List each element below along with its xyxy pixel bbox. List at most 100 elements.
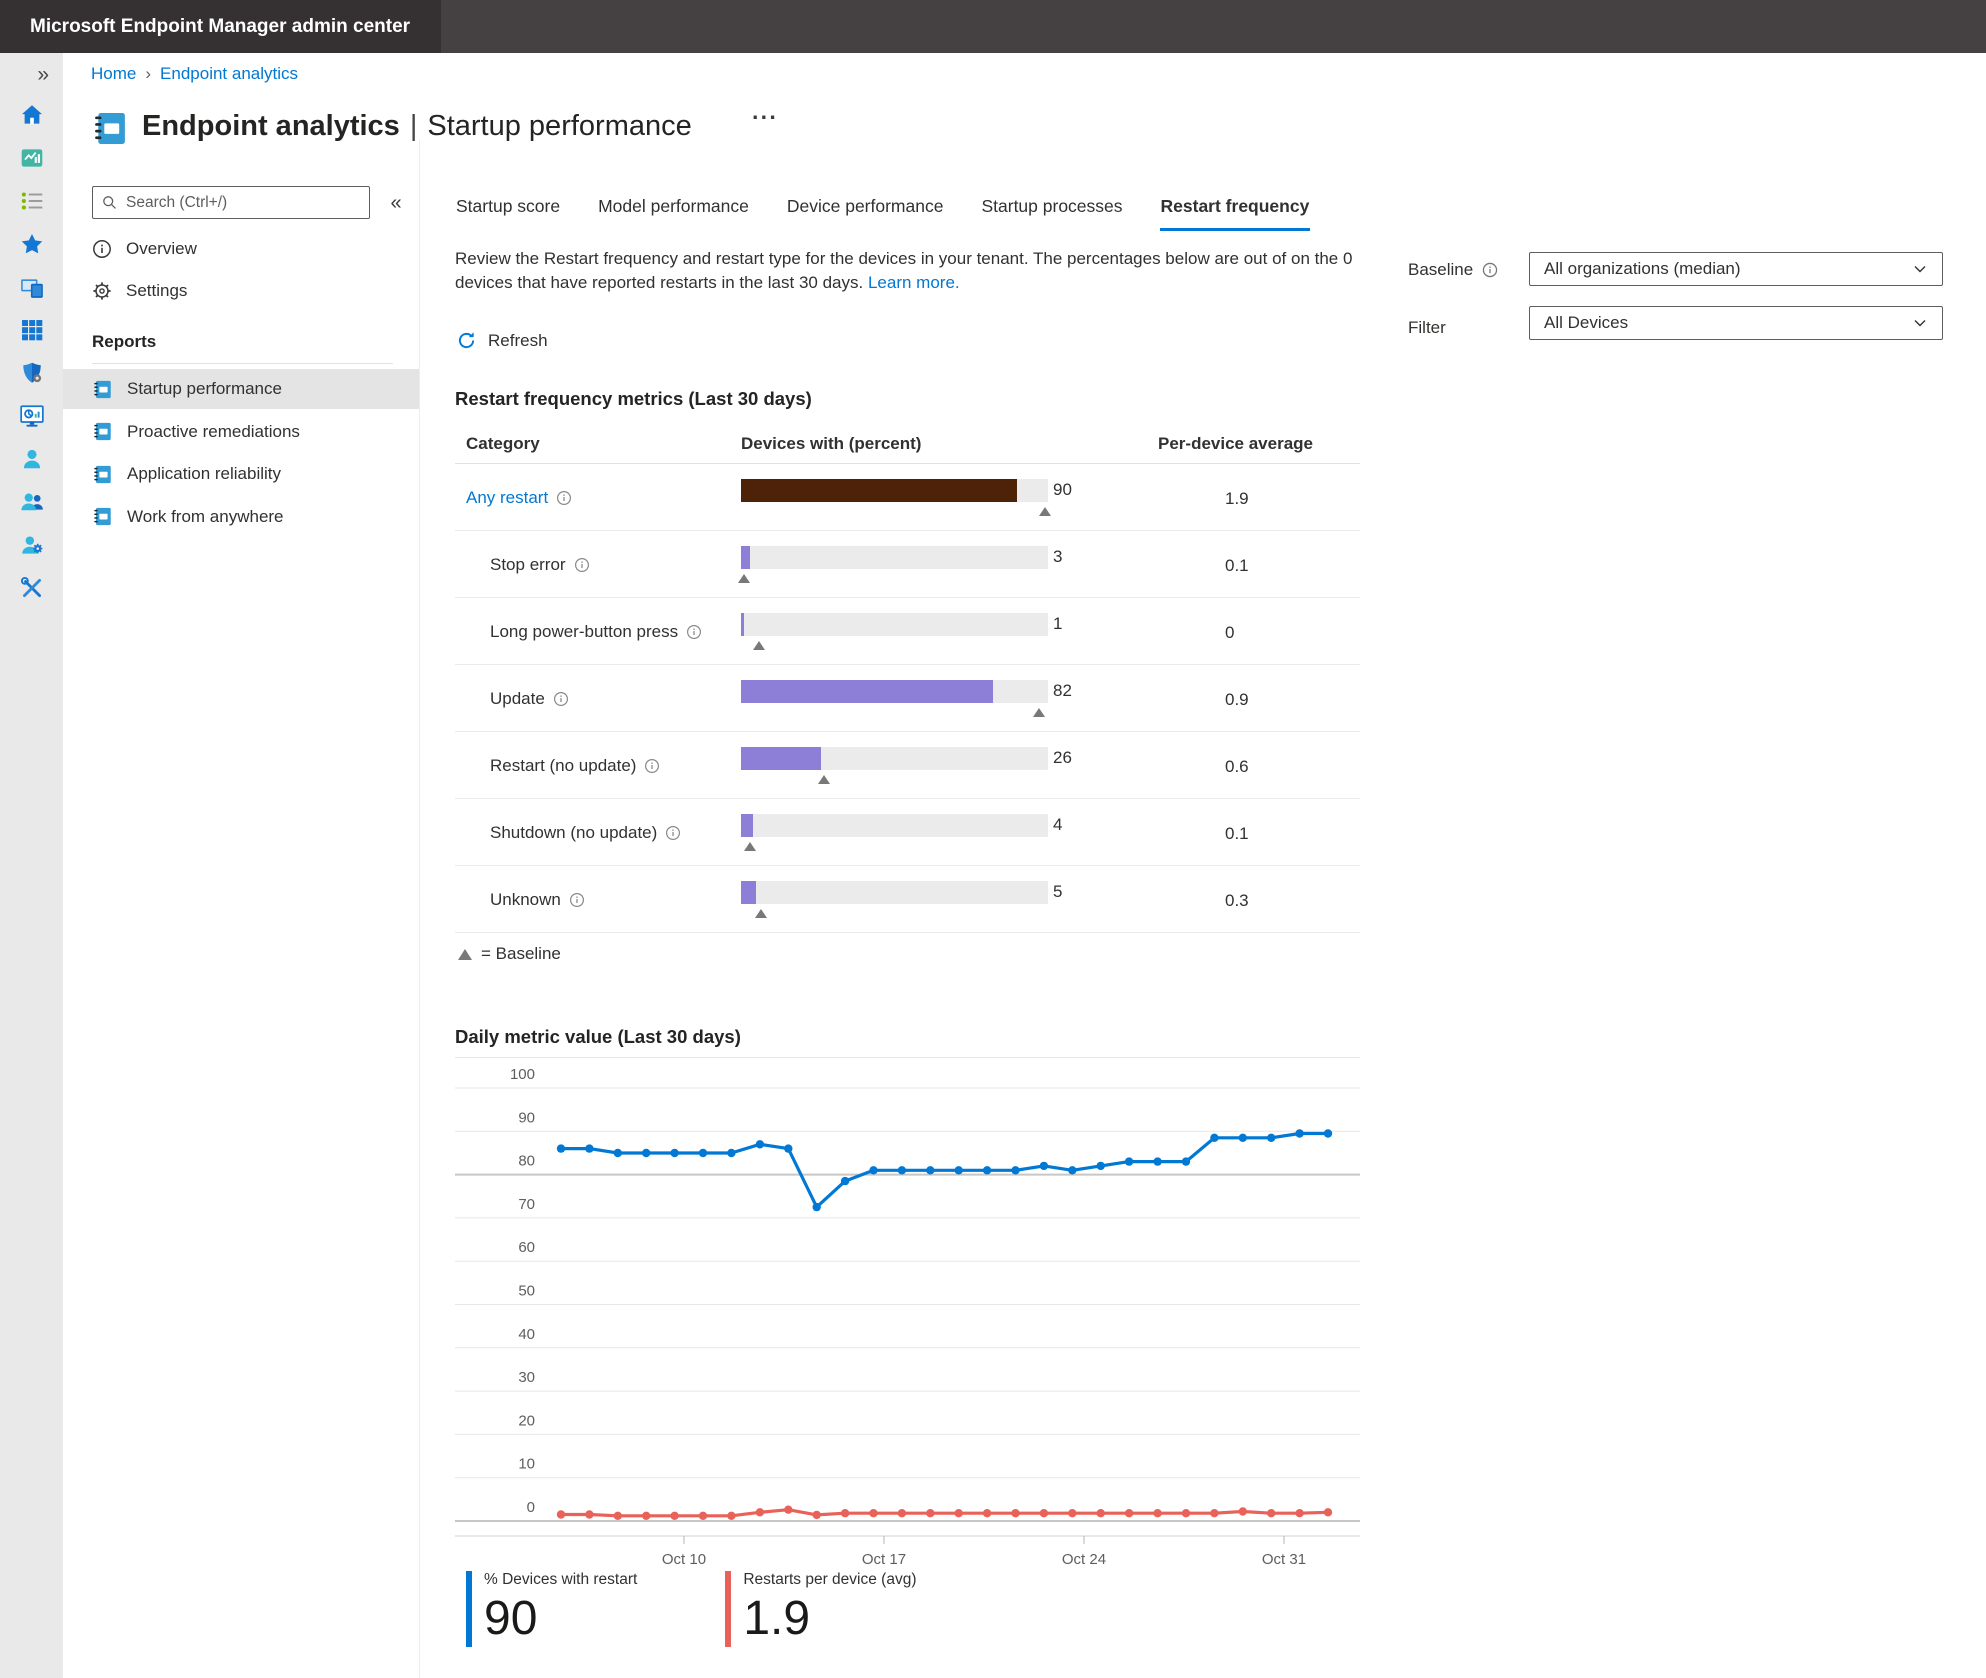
y-axis-label: 50	[518, 1283, 535, 1300]
data-point	[755, 1508, 765, 1517]
y-axis-label: 80	[518, 1153, 535, 1170]
data-point	[1267, 1509, 1276, 1518]
tab-device-performance[interactable]: Device performance	[786, 196, 945, 231]
info-icon[interactable]	[665, 825, 681, 841]
info-icon[interactable]	[574, 557, 590, 573]
expand-sidebar-button[interactable]: »	[0, 57, 63, 93]
summary-card-value: 90	[484, 1592, 538, 1645]
data-point	[642, 1148, 651, 1158]
report-notebook-icon	[92, 421, 113, 442]
groups-button[interactable]	[0, 480, 63, 523]
dashboard-button[interactable]	[0, 136, 63, 179]
baseline-dropdown[interactable]: All organizations (median)	[1529, 252, 1943, 286]
data-point	[1210, 1133, 1219, 1142]
search-box[interactable]	[92, 186, 370, 219]
more-options-button[interactable]: ···	[752, 104, 778, 131]
percent-value: 4	[1053, 815, 1063, 834]
tab-restart-frequency[interactable]: Restart frequency	[1159, 196, 1311, 231]
info-icon[interactable]	[556, 490, 572, 506]
data-point	[585, 1144, 594, 1153]
collapse-nav-button[interactable]: «	[381, 189, 411, 217]
ellipsis-icon: ···	[752, 104, 778, 130]
endpoint-security-button[interactable]	[0, 351, 63, 394]
info-icon[interactable]	[686, 624, 702, 640]
nav-item-startup-performance[interactable]: Startup performance	[63, 369, 419, 409]
per-device-average-value: 0	[1225, 623, 1235, 642]
x-axis-label: Oct 17	[862, 1551, 906, 1568]
dashboard-icon	[19, 145, 45, 171]
category-label[interactable]: Any restart	[466, 488, 549, 507]
tab-bar: Startup score Model performance Device per…	[455, 196, 1346, 231]
reports-section-header: Reports	[92, 332, 157, 351]
percent-bar-track	[741, 680, 1048, 703]
info-icon	[92, 239, 112, 259]
apps-button[interactable]	[0, 308, 63, 351]
info-icon[interactable]	[553, 691, 569, 707]
percent-value: 5	[1053, 882, 1063, 901]
tab-model-performance[interactable]: Model performance	[597, 196, 750, 231]
category-label: Update	[490, 689, 545, 708]
per-device-average-value: 1.9	[1225, 489, 1249, 508]
baseline-marker	[1038, 507, 1051, 516]
y-axis-label: 20	[518, 1412, 535, 1429]
nav-item-overview[interactable]: Overview	[63, 229, 419, 269]
metrics-row-unknown: Unknown 5 0.3	[455, 866, 1360, 933]
data-point	[784, 1144, 793, 1153]
metrics-row-stop-error: Stop error 3 0.1	[455, 531, 1360, 598]
chevron-down-icon	[1912, 261, 1928, 277]
percent-bar-fill	[741, 814, 754, 837]
info-icon[interactable]	[644, 758, 660, 774]
nav-item-work-from-anywhere[interactable]: Work from anywhere	[63, 497, 419, 537]
favorites-button[interactable]	[0, 222, 63, 265]
groups-icon	[19, 489, 45, 515]
topbar-title-block: Microsoft Endpoint Manager admin center	[0, 0, 441, 53]
percent-bar-track	[741, 881, 1048, 904]
data-point	[1323, 1129, 1333, 1138]
home-button[interactable]	[0, 93, 63, 136]
devices-button[interactable]	[0, 265, 63, 308]
data-point	[897, 1166, 907, 1175]
info-icon[interactable]	[1482, 262, 1498, 278]
tab-startup-processes[interactable]: Startup processes	[980, 196, 1123, 231]
learn-more-link[interactable]: Learn more.	[867, 272, 960, 292]
tab-startup-score[interactable]: Startup score	[455, 196, 561, 231]
report-notebook-icon	[91, 106, 129, 151]
reports-button[interactable]	[0, 394, 63, 437]
users-button[interactable]	[0, 437, 63, 480]
nav-item-settings[interactable]: Settings	[63, 271, 419, 311]
nav-item-application-reliability[interactable]: Application reliability	[63, 454, 419, 494]
data-point	[613, 1511, 622, 1520]
y-axis-label: 0	[527, 1499, 535, 1516]
baseline-marker	[817, 775, 830, 784]
nav-item-proactive-remediations[interactable]: Proactive remediations	[63, 412, 419, 452]
y-axis-label: 70	[518, 1196, 535, 1213]
column-header-per-device-average: Per-device average	[1158, 434, 1313, 453]
x-axis-label: Oct 10	[662, 1551, 706, 1568]
y-axis-label: 10	[518, 1456, 535, 1473]
all-services-button[interactable]	[0, 179, 63, 222]
breadcrumb-home-link[interactable]: Home	[91, 64, 137, 83]
data-point	[670, 1511, 679, 1520]
search-icon	[101, 194, 118, 211]
column-header-devices-with-percent: Devices with (percent)	[741, 434, 922, 453]
data-point	[1068, 1509, 1077, 1518]
all-services-icon	[19, 188, 45, 214]
baseline-marker	[754, 909, 767, 918]
refresh-label: Refresh	[488, 330, 548, 350]
data-point	[1267, 1133, 1276, 1142]
info-icon[interactable]	[569, 892, 585, 908]
troubleshooting-icon	[19, 575, 45, 601]
search-input[interactable]	[126, 193, 361, 212]
summary-card-devices-with-restart: % Devices with restart 90	[466, 1571, 637, 1647]
troubleshooting-button[interactable]	[0, 566, 63, 609]
filter-dropdown[interactable]: All Devices	[1529, 306, 1943, 340]
metrics-row-restart-no-update: Restart (no update) 26 0.6	[455, 732, 1360, 799]
refresh-button[interactable]: Refresh	[456, 330, 548, 351]
percent-value: 26	[1053, 748, 1072, 767]
x-axis-label: Oct 24	[1062, 1551, 1106, 1568]
tenant-administration-button[interactable]	[0, 523, 63, 566]
data-point	[1039, 1161, 1049, 1171]
metrics-table-rows: Any restart 90 1.9 Stop error 3 0.1 Long power…	[455, 463, 1360, 933]
data-point	[727, 1511, 736, 1520]
breadcrumb-endpoint-analytics-link[interactable]: Endpoint analytics	[160, 64, 299, 83]
